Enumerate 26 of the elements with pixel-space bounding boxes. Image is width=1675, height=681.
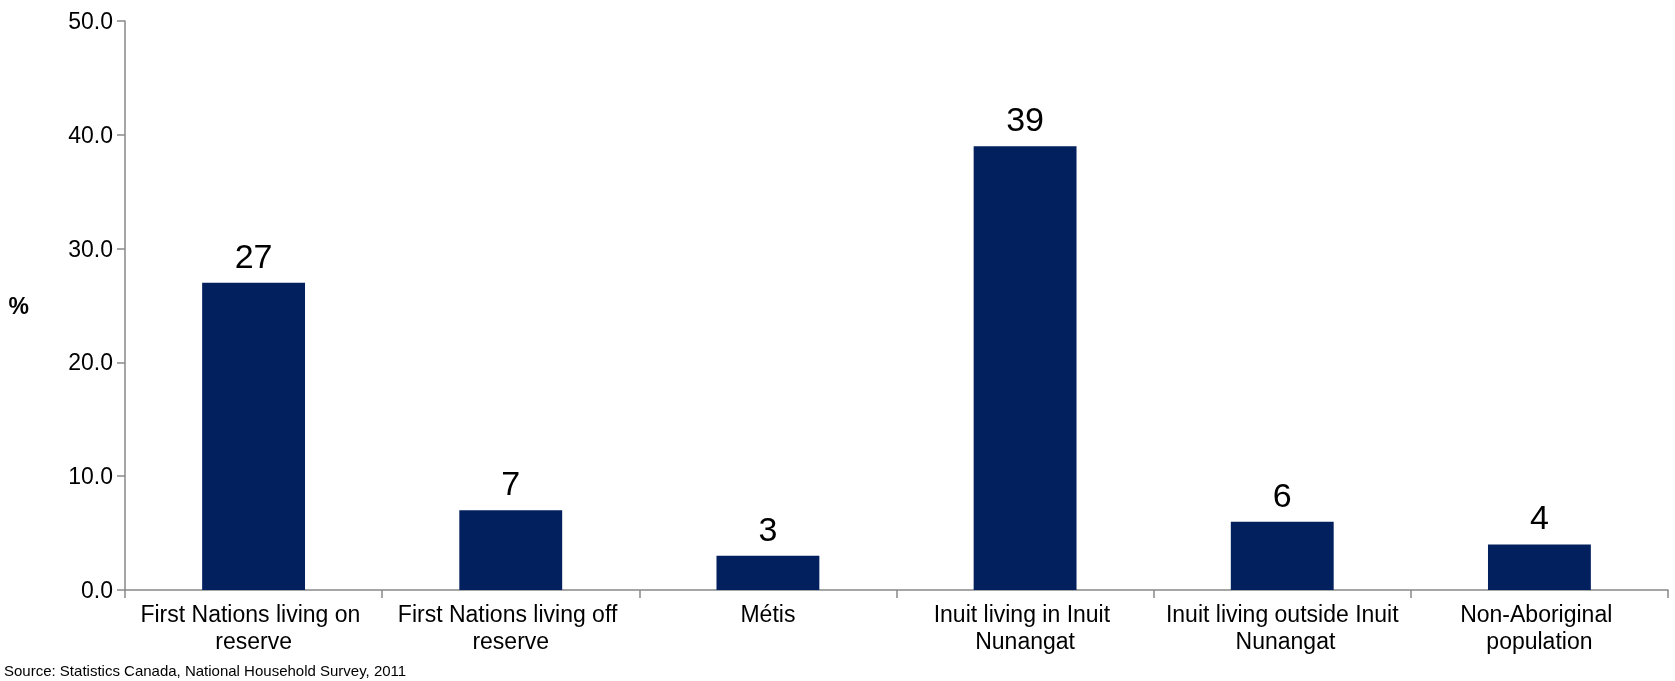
y-axis-title: % [8, 292, 29, 319]
bar [716, 555, 820, 590]
x-tick-label: First Nations living on reserve [140, 600, 367, 654]
data-label: 4 [1529, 498, 1549, 537]
x-tick-label: First Nations living off reserve [397, 600, 624, 654]
data-label: 27 [234, 236, 273, 275]
data-label: 39 [1006, 100, 1044, 139]
x-tick-label: Inuit living outside Inuit Nunangat [1165, 600, 1400, 654]
y-tick-label: 50.0 [68, 8, 113, 34]
bar [202, 282, 306, 590]
data-label: 3 [758, 509, 778, 548]
x-tick-label: Non-Aboriginal population [1460, 600, 1619, 654]
bar [973, 146, 1077, 590]
x-tick-label: Métis [740, 600, 796, 627]
y-tick-label: 20.0 [68, 349, 113, 376]
x-tick-label: Inuit living in Inuit Nunangat [933, 600, 1117, 654]
bar [1230, 521, 1334, 590]
y-tick-label: 10.0 [68, 463, 113, 490]
data-label: 7 [501, 464, 521, 503]
y-tick-label: 30.0 [68, 235, 113, 262]
bar [1487, 544, 1591, 590]
data-label: 6 [1272, 475, 1292, 514]
y-tick-label: 0.0 [81, 577, 113, 603]
bar [459, 510, 563, 590]
y-tick-label: 40.0 [68, 121, 113, 148]
source-note: Source: Statistics Canada, National Household Survey, 2011 [4, 662, 407, 679]
